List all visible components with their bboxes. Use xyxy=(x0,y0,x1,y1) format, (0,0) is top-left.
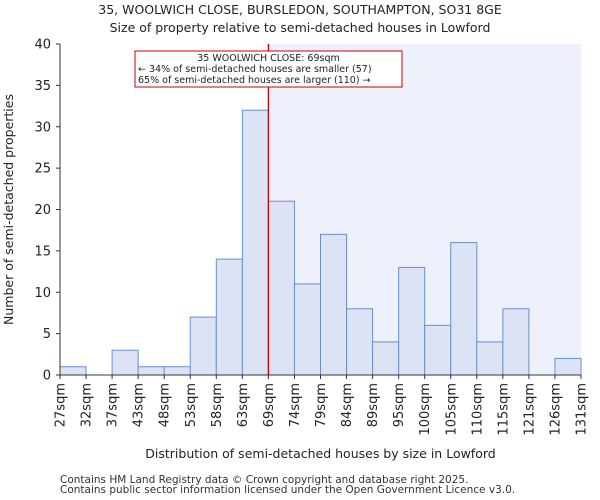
x-tick-label: 126sqm xyxy=(548,383,563,436)
bar xyxy=(554,357,582,376)
annotation-line: ← 34% of semi-detached houses are smalle… xyxy=(138,64,372,75)
annotation-line: 65% of semi-detached houses are larger (… xyxy=(138,75,371,86)
y-tick-label: 25 xyxy=(34,162,51,177)
y-tick-label: 30 xyxy=(34,120,51,135)
y-tick-label: 15 xyxy=(34,244,51,259)
bar xyxy=(398,266,426,376)
x-tick-label: 121sqm xyxy=(522,383,537,436)
bar xyxy=(293,283,322,376)
y-tick-label: 0 xyxy=(43,369,51,384)
x-tick-label: 115sqm xyxy=(496,383,511,436)
x-tick-label: 131sqm xyxy=(575,383,590,436)
y-tick-label: 40 xyxy=(34,38,51,53)
bar xyxy=(189,316,217,376)
y-axis-title: Number of semi-detached properties xyxy=(1,94,16,325)
y-tick-label: 20 xyxy=(34,203,51,218)
footer-copyright: Contains HM Land Registry data © Crown c… xyxy=(60,474,469,486)
x-tick-label: 32sqm xyxy=(80,383,95,427)
x-tick-label: 105sqm xyxy=(444,383,459,436)
bar xyxy=(163,366,191,376)
x-tick-label: 37sqm xyxy=(106,383,121,427)
x-tick-label: 110sqm xyxy=(470,383,485,436)
bar xyxy=(346,308,374,376)
bar xyxy=(424,324,452,376)
bar xyxy=(137,366,165,376)
x-tick-label: 63sqm xyxy=(236,383,251,427)
x-tick-label: 48sqm xyxy=(158,383,173,427)
bar xyxy=(59,366,87,376)
x-tick-label: 89sqm xyxy=(366,383,381,427)
x-tick-label: 53sqm xyxy=(184,383,199,427)
footer-licence: Contains public sector information licen… xyxy=(60,484,516,496)
chart-title: 35, WOOLWICH CLOSE, BURSLEDON, SOUTHAMPT… xyxy=(98,2,502,17)
bar xyxy=(241,109,269,376)
bar xyxy=(372,341,400,376)
bar xyxy=(215,258,243,376)
annotation-box xyxy=(134,50,403,88)
bar xyxy=(502,308,530,376)
x-tick-label: 27sqm xyxy=(54,383,69,427)
y-tick-label: 10 xyxy=(34,286,51,301)
x-tick-label: 95sqm xyxy=(392,383,407,427)
x-tick-label: 58sqm xyxy=(210,383,225,427)
x-tick-label: 79sqm xyxy=(314,383,329,427)
x-tick-label: 43sqm xyxy=(132,383,147,427)
x-tick-label: 69sqm xyxy=(262,383,277,427)
annotation-line: 35 WOOLWICH CLOSE: 69sqm xyxy=(197,53,340,64)
bar xyxy=(267,200,295,376)
x-tick-label: 100sqm xyxy=(418,383,433,436)
x-tick-label: 84sqm xyxy=(340,383,355,427)
bar xyxy=(320,233,348,376)
x-axis-title: Distribution of semi-detached houses by … xyxy=(145,446,495,461)
y-tick-label: 5 xyxy=(43,327,51,342)
bar xyxy=(111,349,139,376)
x-tick-label: 74sqm xyxy=(288,383,303,427)
chart-subtitle: Size of property relative to semi-detach… xyxy=(109,20,491,35)
y-tick-label: 35 xyxy=(34,79,51,94)
bar xyxy=(476,341,504,376)
bar xyxy=(450,242,478,376)
